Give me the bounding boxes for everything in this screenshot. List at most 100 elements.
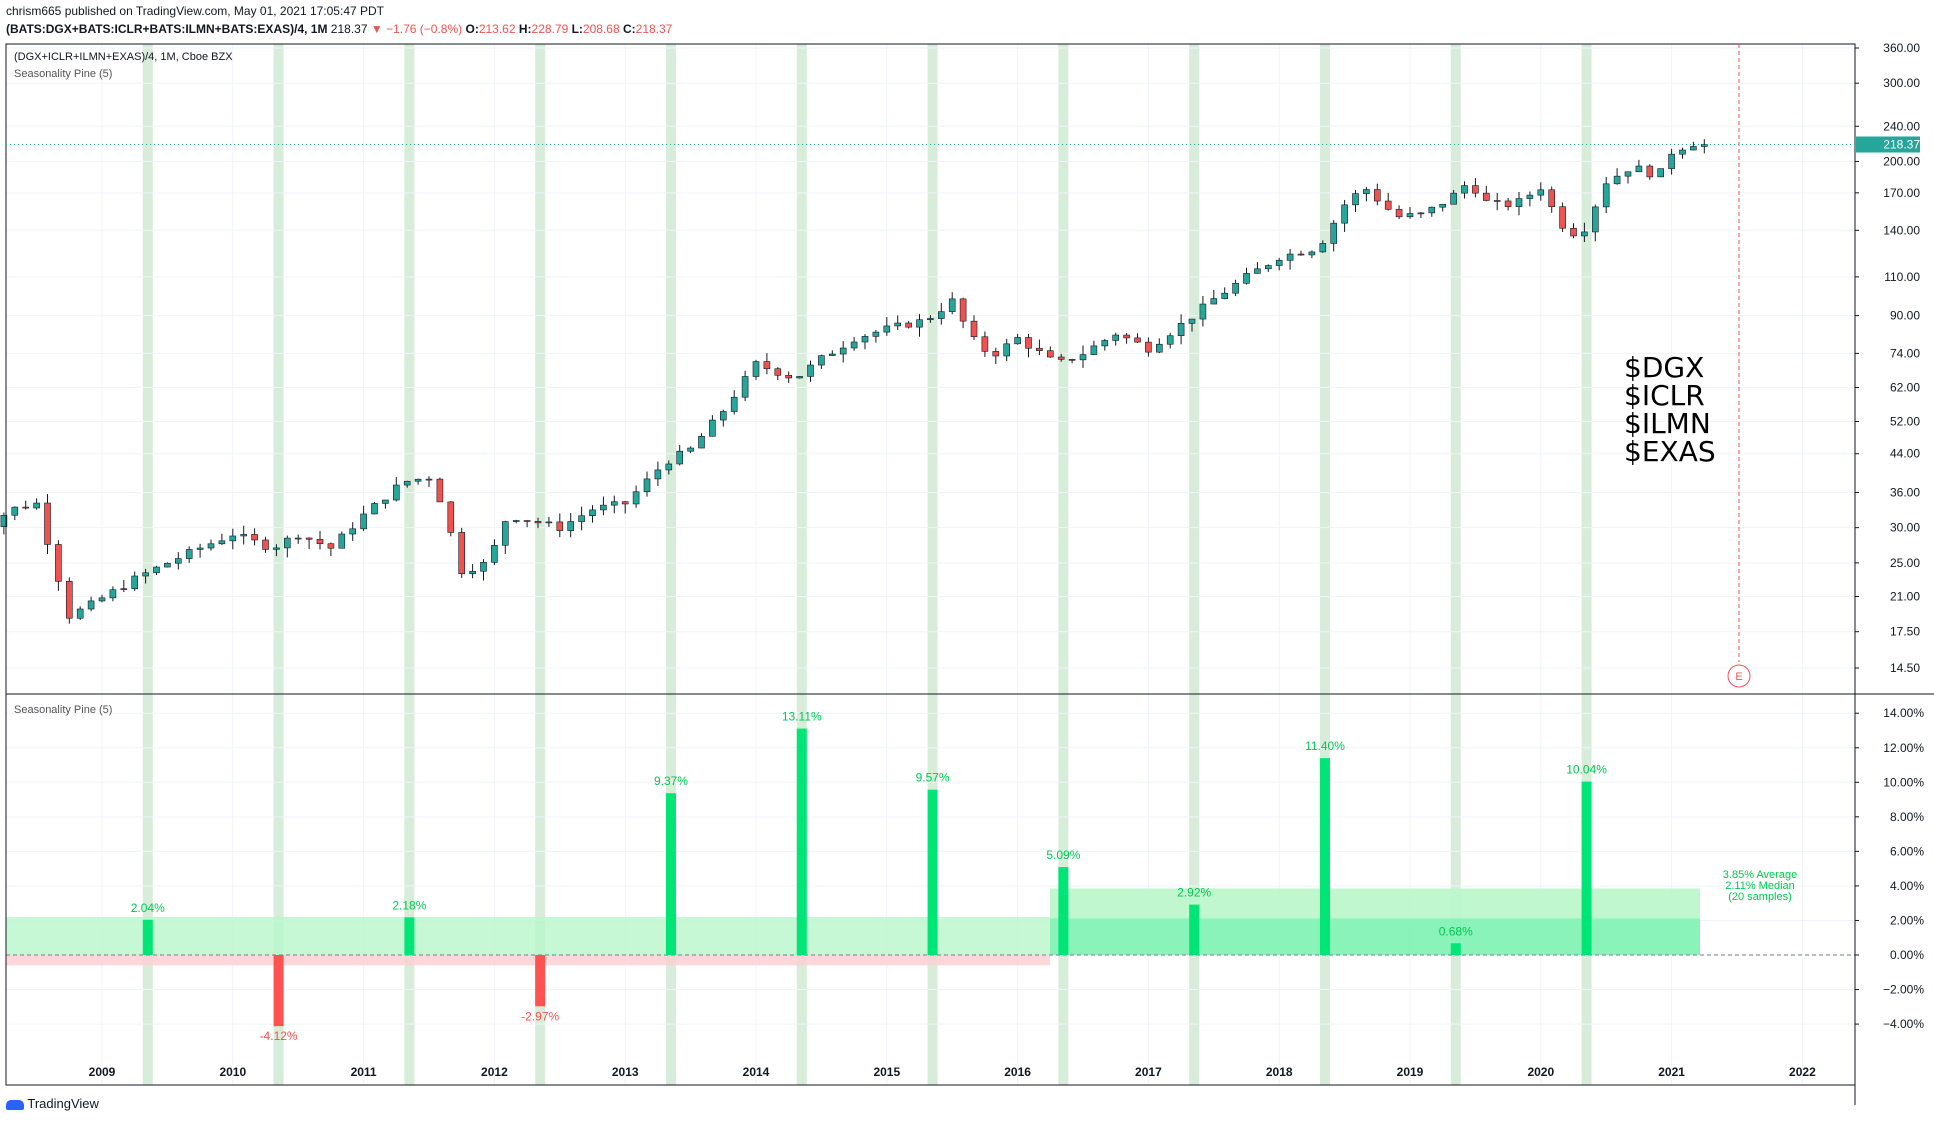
candle[interactable] [87,596,95,612]
candle[interactable] [33,498,40,510]
candle[interactable] [1483,185,1490,202]
candle[interactable] [1679,147,1686,159]
candle[interactable] [22,500,30,510]
candle[interactable] [1395,205,1403,219]
candle[interactable] [1406,206,1414,219]
candle[interactable] [600,496,607,516]
seasonality-bar[interactable] [1319,758,1330,955]
candle[interactable] [218,533,226,546]
candle[interactable] [458,527,466,578]
candle[interactable] [567,512,575,538]
candle[interactable] [676,444,684,466]
candle[interactable] [1319,240,1327,253]
candle[interactable] [1112,332,1119,346]
candle[interactable] [294,534,302,544]
candle[interactable] [948,292,956,315]
candle[interactable] [1079,345,1087,368]
candle[interactable] [327,542,335,557]
candle[interactable] [752,359,760,380]
candle[interactable] [905,320,912,329]
candle[interactable] [632,485,640,508]
candle[interactable] [1472,178,1479,198]
candle[interactable] [861,334,869,350]
candle[interactable] [1417,211,1425,218]
candle[interactable] [1374,183,1381,206]
candle[interactable] [360,505,367,532]
candle[interactable] [1003,338,1011,362]
candle[interactable] [403,480,411,488]
candle[interactable] [698,433,705,449]
candle[interactable] [0,512,8,535]
candle[interactable] [1188,318,1196,332]
candle[interactable] [1156,338,1163,354]
candle[interactable] [1592,204,1599,242]
candle[interactable] [1090,340,1098,356]
candle[interactable] [349,522,357,541]
candle[interactable] [937,302,945,325]
candle[interactable] [970,315,978,341]
candle[interactable] [109,586,117,602]
candle[interactable] [1275,257,1283,271]
last-price-tag[interactable] [1856,136,1920,153]
candle[interactable] [1254,262,1261,274]
candle[interactable] [98,594,106,603]
candle[interactable] [774,367,782,381]
candle[interactable] [1014,333,1021,345]
candle[interactable] [1352,190,1359,213]
candle[interactable] [480,559,487,581]
candle[interactable] [709,415,716,437]
candle[interactable] [1570,223,1577,239]
candle[interactable] [818,354,825,369]
candle[interactable] [785,371,793,383]
candle[interactable] [741,370,749,402]
candle[interactable] [1025,333,1032,358]
candle[interactable] [981,331,989,357]
candle[interactable] [207,539,215,551]
candle[interactable] [55,540,62,591]
earnings-icon[interactable] [1727,664,1751,688]
candle[interactable] [414,478,422,485]
candle[interactable] [491,539,498,565]
candle[interactable] [66,577,73,624]
candle[interactable] [338,531,346,549]
candle[interactable] [283,535,291,558]
candle[interactable] [1145,337,1152,357]
candle[interactable] [1166,332,1174,349]
seasonality-bar[interactable] [1450,943,1461,955]
candle[interactable] [1635,159,1643,173]
candle[interactable] [1701,139,1708,154]
candle[interactable] [828,350,836,356]
candle[interactable] [1690,141,1697,151]
candle[interactable] [959,297,967,329]
seasonality-bar[interactable] [796,728,807,955]
candle[interactable] [11,506,19,521]
candle[interactable] [763,353,771,375]
seasonality-bar[interactable] [665,793,676,955]
candle[interactable] [1123,332,1130,344]
candle[interactable] [916,314,923,337]
seasonality-bar[interactable] [1058,867,1069,955]
candle[interactable] [469,564,476,579]
candle[interactable] [1308,250,1316,259]
candle[interactable] [1526,191,1534,207]
candle[interactable] [1537,182,1545,201]
candle[interactable] [872,329,880,343]
candle[interactable] [1101,338,1109,351]
candle[interactable] [240,525,247,545]
candle[interactable] [1341,199,1348,232]
candle[interactable] [305,537,313,550]
candle[interactable] [1047,346,1054,358]
candle[interactable] [1057,353,1065,362]
candle[interactable] [392,477,400,502]
candle[interactable] [1177,314,1185,345]
candle[interactable] [512,519,520,524]
candle[interactable] [1068,358,1076,364]
candle[interactable] [1657,168,1664,178]
candle[interactable] [1232,279,1239,297]
candle[interactable] [1613,168,1621,185]
candle[interactable] [1504,198,1512,211]
candle[interactable] [839,341,847,363]
candle[interactable] [1624,171,1632,184]
candle[interactable] [643,471,651,497]
candle[interactable] [1134,333,1141,344]
